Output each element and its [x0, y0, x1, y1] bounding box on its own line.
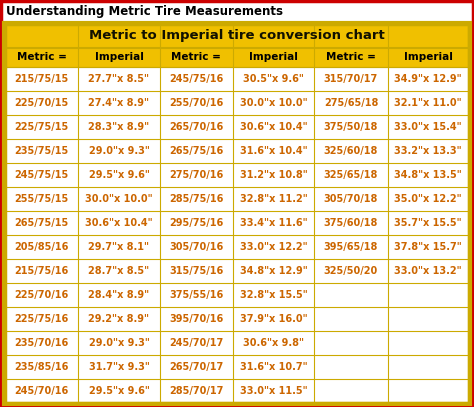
Bar — [5, 355, 469, 379]
Text: Imperial: Imperial — [94, 53, 144, 63]
Text: 375/60/18: 375/60/18 — [324, 218, 378, 228]
Text: 33.0"x 12.2": 33.0"x 12.2" — [240, 242, 308, 252]
Text: 205/85/16: 205/85/16 — [14, 242, 69, 252]
Text: 235/70/16: 235/70/16 — [15, 338, 69, 348]
Text: 215/75/16: 215/75/16 — [15, 266, 69, 276]
Text: 245/75/15: 245/75/15 — [15, 170, 69, 180]
Bar — [5, 187, 469, 211]
Text: 225/70/15: 225/70/15 — [15, 98, 69, 108]
Text: 225/75/15: 225/75/15 — [15, 122, 69, 132]
Text: 35.0"x 12.2": 35.0"x 12.2" — [394, 194, 462, 204]
Text: 375/50/18: 375/50/18 — [324, 122, 378, 132]
Text: 30.6"x 9.8": 30.6"x 9.8" — [243, 338, 304, 348]
Text: 31.6"x 10.7": 31.6"x 10.7" — [240, 362, 308, 372]
Text: 305/70/18: 305/70/18 — [324, 194, 378, 204]
Text: 295/75/16: 295/75/16 — [169, 218, 223, 228]
Bar — [5, 115, 469, 139]
Text: Metric =: Metric = — [172, 53, 221, 63]
Text: 265/70/17: 265/70/17 — [169, 362, 223, 372]
Text: 34.8"x 12.9": 34.8"x 12.9" — [240, 266, 308, 276]
Text: 32.8"x 11.2": 32.8"x 11.2" — [240, 194, 308, 204]
Text: 285/70/17: 285/70/17 — [169, 386, 223, 396]
Bar — [5, 67, 469, 91]
Text: 315/75/16: 315/75/16 — [169, 266, 223, 276]
Text: 30.6"x 10.4": 30.6"x 10.4" — [85, 218, 153, 228]
Text: Imperial: Imperial — [404, 53, 453, 63]
Text: 245/70/16: 245/70/16 — [15, 386, 69, 396]
Text: 31.2"x 10.8": 31.2"x 10.8" — [240, 170, 308, 180]
Bar — [5, 379, 469, 403]
Text: 235/75/15: 235/75/15 — [15, 146, 69, 156]
Text: 245/75/16: 245/75/16 — [169, 74, 223, 84]
Text: 30.0"x 10.0": 30.0"x 10.0" — [240, 98, 308, 108]
Text: 395/70/16: 395/70/16 — [169, 314, 223, 324]
Text: 305/70/16: 305/70/16 — [169, 242, 223, 252]
Text: 34.9"x 12.9": 34.9"x 12.9" — [394, 74, 462, 84]
Bar — [5, 283, 469, 307]
Text: 375/55/16: 375/55/16 — [169, 290, 223, 300]
Text: 33.0"x 13.2": 33.0"x 13.2" — [394, 266, 462, 276]
Text: 225/75/16: 225/75/16 — [15, 314, 69, 324]
Text: 29.5"x 9.6": 29.5"x 9.6" — [89, 386, 149, 396]
Text: 29.2"x 8.9": 29.2"x 8.9" — [89, 314, 149, 324]
Text: 29.5"x 9.6": 29.5"x 9.6" — [89, 170, 149, 180]
Text: Metric =: Metric = — [326, 53, 376, 63]
Text: 275/70/16: 275/70/16 — [169, 170, 223, 180]
Text: 32.1"x 11.0": 32.1"x 11.0" — [394, 98, 462, 108]
Text: 265/75/15: 265/75/15 — [15, 218, 69, 228]
Text: 30.0"x 10.0": 30.0"x 10.0" — [85, 194, 153, 204]
Text: 37.8"x 15.7": 37.8"x 15.7" — [394, 242, 462, 252]
Text: 28.7"x 8.5": 28.7"x 8.5" — [89, 266, 149, 276]
Text: Understanding Metric Tire Measurements: Understanding Metric Tire Measurements — [6, 5, 283, 18]
Text: Metric =: Metric = — [17, 53, 66, 63]
Text: 35.7"x 15.5": 35.7"x 15.5" — [394, 218, 462, 228]
Text: 215/75/15: 215/75/15 — [15, 74, 69, 84]
Text: 265/70/16: 265/70/16 — [169, 122, 223, 132]
Bar — [5, 259, 469, 283]
Bar — [5, 307, 469, 331]
Text: 30.6"x 10.4": 30.6"x 10.4" — [240, 122, 308, 132]
Text: 285/75/16: 285/75/16 — [169, 194, 223, 204]
Text: 30.5"x 9.6": 30.5"x 9.6" — [243, 74, 304, 84]
Text: 31.6"x 10.4": 31.6"x 10.4" — [240, 146, 308, 156]
Text: 27.7"x 8.5": 27.7"x 8.5" — [89, 74, 149, 84]
Bar — [5, 211, 469, 235]
Text: 33.0"x 15.4": 33.0"x 15.4" — [394, 122, 462, 132]
Text: 33.2"x 13.3": 33.2"x 13.3" — [394, 146, 462, 156]
Text: 325/65/18: 325/65/18 — [324, 170, 378, 180]
Bar — [5, 24, 469, 48]
Text: 27.4"x 8.9": 27.4"x 8.9" — [89, 98, 149, 108]
Text: 225/70/16: 225/70/16 — [15, 290, 69, 300]
Bar — [5, 331, 469, 355]
Text: 33.4"x 11.6": 33.4"x 11.6" — [240, 218, 308, 228]
Text: 32.8"x 15.5": 32.8"x 15.5" — [240, 290, 308, 300]
Text: 255/75/15: 255/75/15 — [15, 194, 69, 204]
Text: 29.0"x 9.3": 29.0"x 9.3" — [89, 146, 149, 156]
Bar — [5, 235, 469, 259]
Text: 28.4"x 8.9": 28.4"x 8.9" — [89, 290, 149, 300]
Text: 37.9"x 16.0": 37.9"x 16.0" — [240, 314, 308, 324]
Text: 34.8"x 13.5": 34.8"x 13.5" — [394, 170, 462, 180]
Text: 315/70/17: 315/70/17 — [324, 74, 378, 84]
Bar — [5, 91, 469, 115]
Text: 235/85/16: 235/85/16 — [14, 362, 69, 372]
Text: Imperial: Imperial — [249, 53, 298, 63]
Text: 325/60/18: 325/60/18 — [324, 146, 378, 156]
Text: 395/65/18: 395/65/18 — [324, 242, 378, 252]
Text: 29.0"x 9.3": 29.0"x 9.3" — [89, 338, 149, 348]
Text: 325/50/20: 325/50/20 — [324, 266, 378, 276]
Bar — [5, 139, 469, 163]
Text: 28.3"x 8.9": 28.3"x 8.9" — [89, 122, 149, 132]
Text: 245/70/17: 245/70/17 — [169, 338, 223, 348]
Text: 265/75/16: 265/75/16 — [169, 146, 223, 156]
Text: 31.7"x 9.3": 31.7"x 9.3" — [89, 362, 149, 372]
Text: 275/65/18: 275/65/18 — [324, 98, 378, 108]
Text: 255/70/16: 255/70/16 — [169, 98, 223, 108]
Text: Metric to Imperial tire conversion chart: Metric to Imperial tire conversion chart — [89, 29, 385, 42]
Bar — [5, 163, 469, 187]
Text: 33.0"x 11.5": 33.0"x 11.5" — [240, 386, 308, 396]
Bar — [5, 48, 469, 67]
Text: 29.7"x 8.1": 29.7"x 8.1" — [89, 242, 149, 252]
